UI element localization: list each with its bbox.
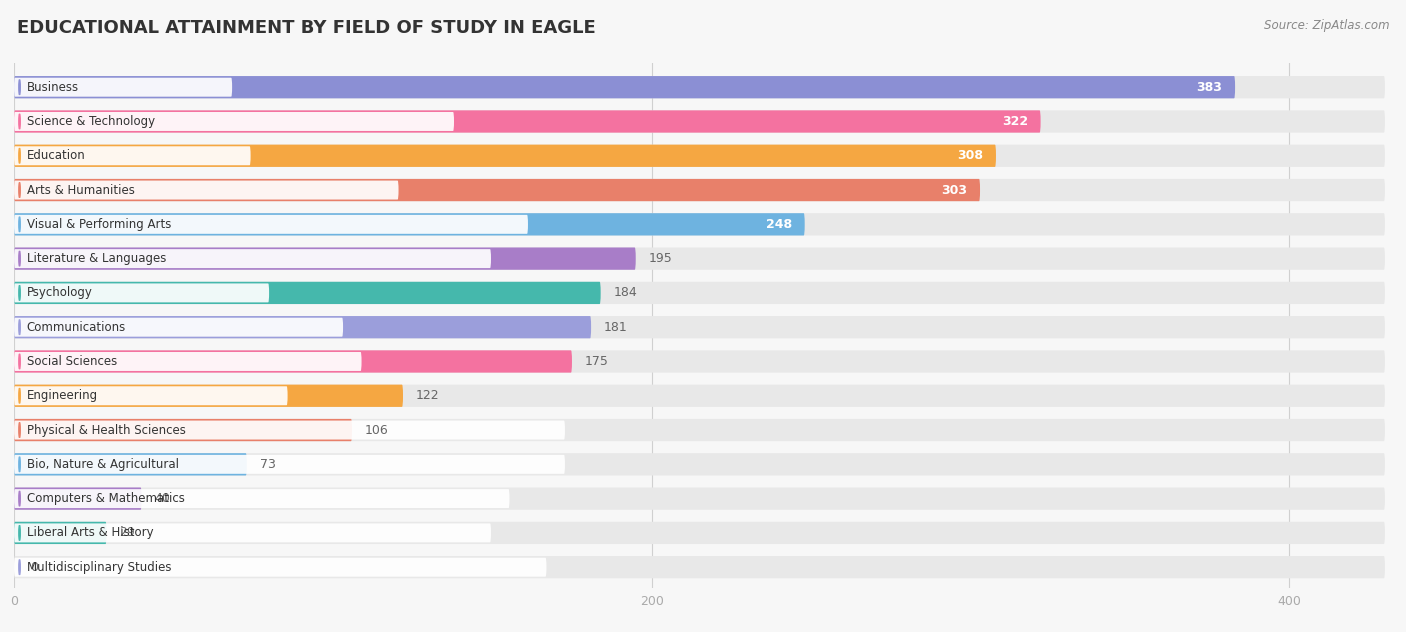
FancyBboxPatch shape <box>14 453 1385 475</box>
FancyBboxPatch shape <box>14 350 572 373</box>
FancyBboxPatch shape <box>14 487 142 510</box>
Text: 181: 181 <box>603 320 627 334</box>
Text: 122: 122 <box>416 389 440 402</box>
FancyBboxPatch shape <box>14 487 1385 510</box>
Text: 0: 0 <box>30 561 38 574</box>
Text: Literature & Languages: Literature & Languages <box>27 252 166 265</box>
Text: Science & Technology: Science & Technology <box>27 115 155 128</box>
FancyBboxPatch shape <box>14 556 1385 578</box>
FancyBboxPatch shape <box>14 76 1385 99</box>
Text: Education: Education <box>27 149 86 162</box>
FancyBboxPatch shape <box>14 111 1385 133</box>
Text: 195: 195 <box>648 252 672 265</box>
FancyBboxPatch shape <box>14 179 1385 201</box>
FancyBboxPatch shape <box>14 455 565 474</box>
FancyBboxPatch shape <box>14 248 636 270</box>
FancyBboxPatch shape <box>14 213 804 236</box>
FancyBboxPatch shape <box>14 557 547 576</box>
FancyBboxPatch shape <box>14 453 247 475</box>
FancyBboxPatch shape <box>14 350 1385 373</box>
Text: Computers & Mathematics: Computers & Mathematics <box>27 492 184 505</box>
FancyBboxPatch shape <box>14 385 404 407</box>
Text: 29: 29 <box>120 526 135 539</box>
Text: 383: 383 <box>1197 81 1222 94</box>
Text: 322: 322 <box>1001 115 1028 128</box>
FancyBboxPatch shape <box>14 249 491 268</box>
Text: 73: 73 <box>260 458 276 471</box>
FancyBboxPatch shape <box>14 522 1385 544</box>
FancyBboxPatch shape <box>14 318 343 337</box>
FancyBboxPatch shape <box>14 145 995 167</box>
Text: Arts & Humanities: Arts & Humanities <box>27 183 135 197</box>
FancyBboxPatch shape <box>14 76 1234 99</box>
Text: 303: 303 <box>941 183 967 197</box>
Text: Social Sciences: Social Sciences <box>27 355 117 368</box>
FancyBboxPatch shape <box>14 78 232 97</box>
FancyBboxPatch shape <box>14 282 600 304</box>
Text: Physical & Health Sciences: Physical & Health Sciences <box>27 423 186 437</box>
FancyBboxPatch shape <box>14 146 250 165</box>
FancyBboxPatch shape <box>14 522 107 544</box>
FancyBboxPatch shape <box>14 316 591 338</box>
Text: EDUCATIONAL ATTAINMENT BY FIELD OF STUDY IN EAGLE: EDUCATIONAL ATTAINMENT BY FIELD OF STUDY… <box>17 19 596 37</box>
Text: Bio, Nature & Agricultural: Bio, Nature & Agricultural <box>27 458 179 471</box>
FancyBboxPatch shape <box>14 145 1385 167</box>
Text: Source: ZipAtlas.com: Source: ZipAtlas.com <box>1264 19 1389 32</box>
Text: Multidisciplinary Studies: Multidisciplinary Studies <box>27 561 172 574</box>
Text: 184: 184 <box>613 286 637 300</box>
FancyBboxPatch shape <box>14 179 980 201</box>
FancyBboxPatch shape <box>14 386 288 405</box>
FancyBboxPatch shape <box>14 419 352 441</box>
FancyBboxPatch shape <box>14 352 361 371</box>
FancyBboxPatch shape <box>14 112 454 131</box>
Text: Liberal Arts & History: Liberal Arts & History <box>27 526 153 539</box>
Text: Business: Business <box>27 81 79 94</box>
FancyBboxPatch shape <box>14 316 1385 338</box>
FancyBboxPatch shape <box>14 215 529 234</box>
FancyBboxPatch shape <box>14 523 491 542</box>
FancyBboxPatch shape <box>14 181 398 200</box>
FancyBboxPatch shape <box>14 419 1385 441</box>
Text: Engineering: Engineering <box>27 389 98 402</box>
FancyBboxPatch shape <box>14 420 565 439</box>
Text: 248: 248 <box>766 218 792 231</box>
Text: 308: 308 <box>957 149 983 162</box>
Text: 40: 40 <box>155 492 170 505</box>
FancyBboxPatch shape <box>14 489 509 508</box>
FancyBboxPatch shape <box>14 385 1385 407</box>
FancyBboxPatch shape <box>14 282 1385 304</box>
Text: Communications: Communications <box>27 320 127 334</box>
Text: Visual & Performing Arts: Visual & Performing Arts <box>27 218 172 231</box>
Text: 175: 175 <box>585 355 609 368</box>
FancyBboxPatch shape <box>14 111 1040 133</box>
FancyBboxPatch shape <box>14 248 1385 270</box>
FancyBboxPatch shape <box>14 213 1385 236</box>
Text: 106: 106 <box>364 423 388 437</box>
Text: Psychology: Psychology <box>27 286 93 300</box>
FancyBboxPatch shape <box>14 283 269 302</box>
